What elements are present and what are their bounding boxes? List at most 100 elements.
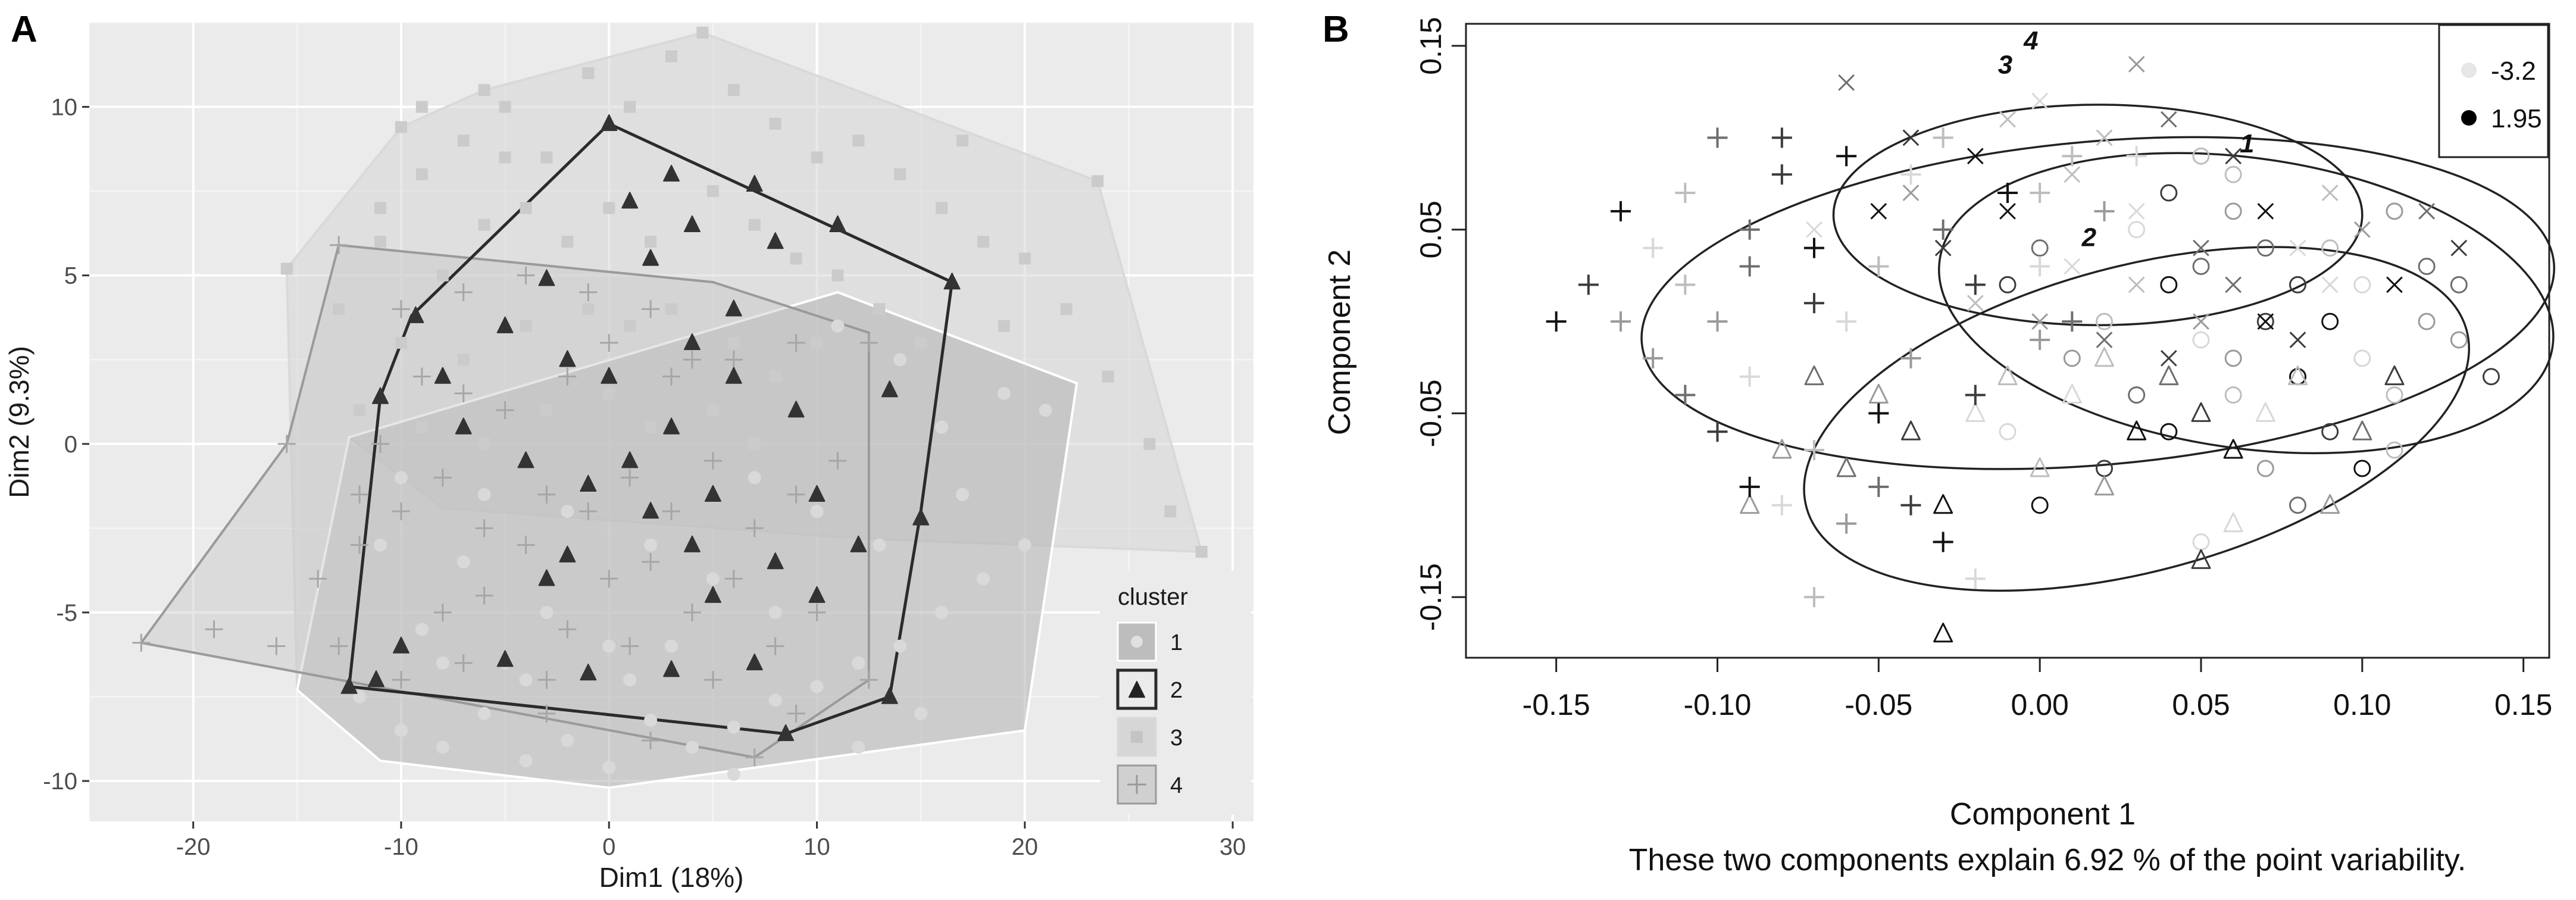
a-point-cluster-4 — [205, 620, 223, 639]
b-point-cluster-1 — [2224, 349, 2242, 367]
b-point-cluster-1 — [2450, 276, 2468, 293]
a-legend-label-3: 3 — [1170, 726, 1183, 751]
a-point-cluster-2 — [787, 401, 805, 418]
a-point-cluster-2 — [881, 380, 898, 398]
b-point-cluster-3 — [2160, 349, 2177, 367]
a-point-cluster-1 — [436, 656, 449, 670]
b-point-cluster-4 — [1933, 532, 1953, 552]
b-point-cluster-4 — [2030, 183, 2050, 203]
a-point-cluster-2 — [767, 232, 784, 249]
a-point-cluster-3 — [894, 168, 906, 180]
b-point-cluster-3 — [2386, 276, 2403, 293]
a-point-cluster-2 — [580, 663, 597, 681]
a-point-cluster-2 — [372, 387, 389, 404]
a-point-cluster-1 — [935, 420, 949, 434]
b-y-tick-label: -0.05 — [1414, 379, 1448, 447]
a-point-cluster-4 — [475, 586, 493, 605]
b-point-cluster-3 — [2225, 276, 2242, 293]
b-point-cluster-3 — [2225, 148, 2242, 165]
a-point-cluster-2 — [496, 650, 514, 667]
panel-b-legend-label-light: -3.2 — [2491, 57, 2536, 86]
b-point-cluster-1 — [2128, 221, 2146, 239]
b-point-cluster-4 — [1707, 127, 1728, 148]
a-point-cluster-3 — [852, 135, 865, 147]
b-point-cluster-2 — [2223, 439, 2243, 459]
a-point-cluster-4 — [724, 351, 743, 369]
a-point-cluster-3 — [748, 218, 761, 231]
a-point-cluster-4 — [412, 367, 431, 386]
panel-b-legend-label-dark: 1.95 — [2491, 104, 2542, 133]
a-point-cluster-3 — [478, 218, 490, 231]
a-point-cluster-2 — [683, 333, 701, 351]
a-point-cluster-1 — [935, 605, 949, 619]
b-point-cluster-3 — [1967, 295, 1984, 312]
a-point-cluster-1 — [457, 555, 470, 568]
a-point-cluster-1 — [519, 673, 533, 687]
a-point-cluster-1 — [394, 471, 408, 485]
b-point-cluster-1 — [2386, 386, 2403, 404]
b-point-cluster-4 — [1836, 311, 1857, 332]
b-point-cluster-4 — [1933, 127, 1953, 148]
b-point-cluster-2 — [2191, 402, 2211, 422]
b-point-cluster-4 — [1997, 183, 2018, 203]
a-point-cluster-4 — [132, 633, 151, 652]
a-point-cluster-3 — [956, 135, 968, 147]
a-point-cluster-2 — [767, 552, 784, 570]
a-point-cluster-3 — [540, 151, 553, 164]
a-point-cluster-3 — [769, 117, 781, 130]
a-point-cluster-4 — [309, 570, 327, 588]
a-point-cluster-4 — [642, 300, 660, 318]
b-point-cluster-1 — [2256, 312, 2274, 330]
a-point-cluster-3 — [624, 101, 636, 113]
a-point-cluster-1 — [976, 572, 990, 586]
b-x-tick-label: 0.10 — [2333, 688, 2391, 721]
a-point-cluster-1 — [810, 680, 824, 693]
b-point-cluster-1 — [2224, 165, 2242, 183]
a-point-cluster-3 — [457, 354, 470, 366]
a-point-cluster-1 — [768, 605, 782, 619]
a-point-cluster-3 — [831, 269, 844, 282]
a-point-cluster-2 — [621, 192, 639, 209]
a-point-cluster-4 — [433, 468, 452, 487]
b-point-cluster-4 — [1965, 385, 1986, 405]
a-point-cluster-3 — [603, 387, 615, 399]
a-point-cluster-2 — [392, 636, 409, 654]
b-point-cluster-4 — [1707, 421, 1728, 442]
a-point-cluster-2 — [496, 316, 514, 333]
b-point-cluster-4 — [1643, 238, 1664, 258]
b-point-cluster-4 — [1900, 164, 1921, 185]
a-point-cluster-3 — [915, 336, 927, 349]
b-point-cluster-3 — [2450, 239, 2468, 257]
b-point-cluster-1 — [2256, 239, 2274, 257]
b-point-cluster-1 — [2418, 257, 2436, 275]
b-point-cluster-3 — [2031, 92, 2049, 110]
panel-a-x-ticks: -20 -10 0 10 20 30 — [176, 821, 1246, 860]
a-point-cluster-2 — [829, 215, 846, 232]
a-point-cluster-4 — [558, 367, 577, 386]
b-point-cluster-3 — [1838, 74, 1855, 91]
a-point-cluster-4 — [267, 637, 286, 655]
b-point-cluster-4 — [1643, 348, 1664, 368]
a-point-cluster-1 — [873, 538, 886, 552]
b-point-cluster-2 — [2094, 347, 2114, 367]
a-point-cluster-3 — [645, 421, 657, 433]
a-point-cluster-2 — [642, 249, 659, 266]
a-legend-key-1 — [1117, 621, 1157, 662]
a-point-cluster-1 — [727, 767, 740, 781]
b-point-cluster-1 — [2289, 496, 2306, 514]
b-point-cluster-2 — [2191, 549, 2211, 569]
b-point-cluster-1 — [1999, 423, 2017, 440]
a-legend-marker-4 — [1127, 775, 1146, 794]
b-point-cluster-4 — [1546, 311, 1567, 332]
a-point-cluster-1 — [997, 386, 1011, 400]
b-point-cluster-3 — [2096, 129, 2113, 146]
a-point-cluster-1 — [768, 693, 782, 707]
b-point-cluster-2 — [1836, 457, 1856, 477]
a-point-cluster-1 — [1039, 404, 1052, 417]
b-point-cluster-4 — [1578, 274, 1599, 295]
b-point-cluster-4 — [1675, 385, 1696, 405]
a-point-cluster-2 — [850, 535, 867, 552]
b-y-tick-label: -0.15 — [1414, 563, 1448, 631]
a-point-cluster-1 — [394, 724, 408, 738]
b-point-cluster-4 — [1739, 476, 1760, 497]
